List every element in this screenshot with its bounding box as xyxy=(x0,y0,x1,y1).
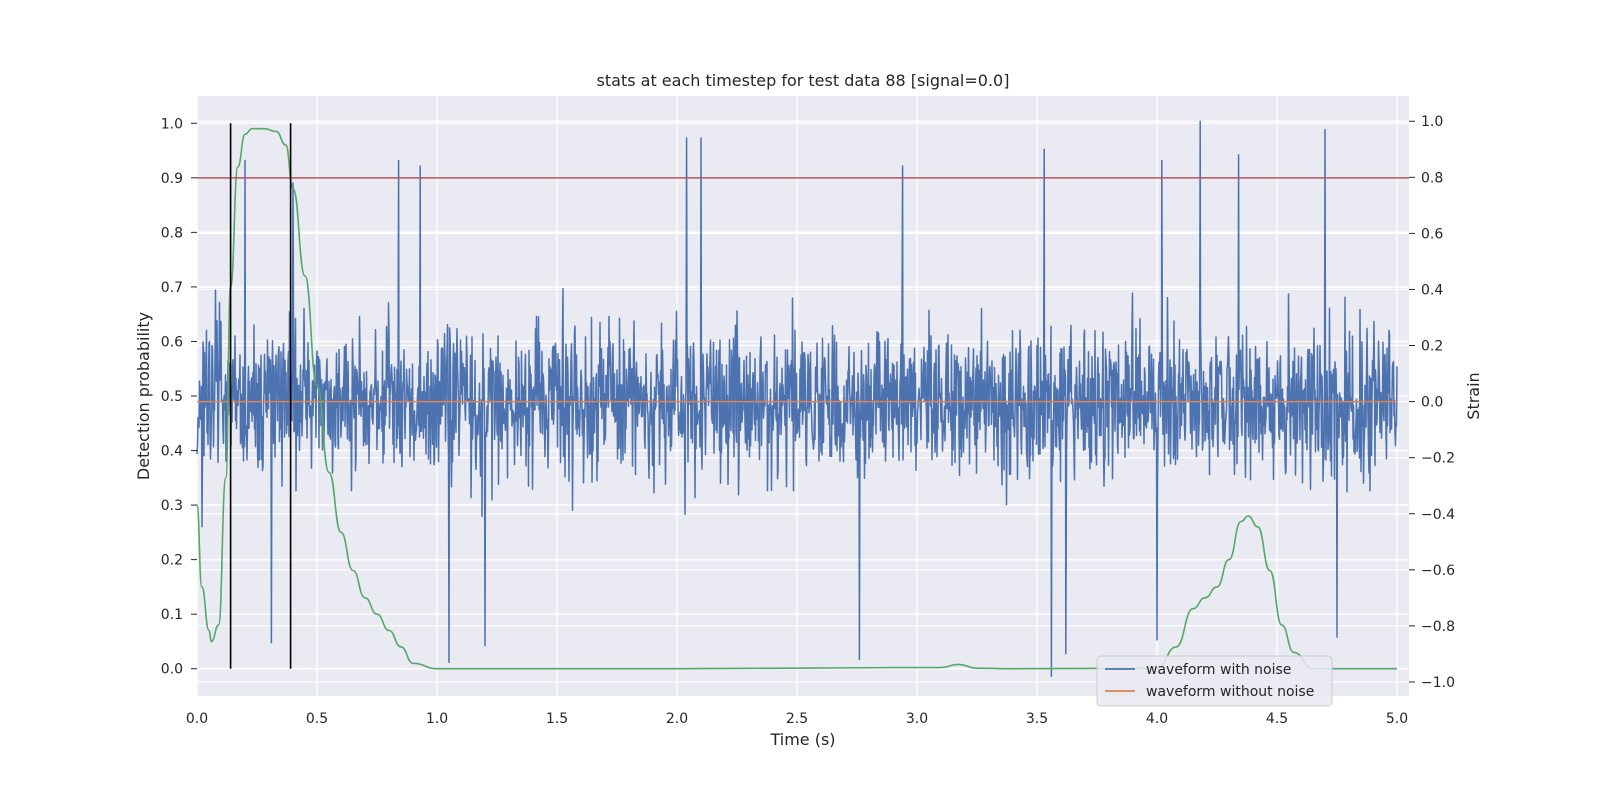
y-tick-label: 0.9 xyxy=(161,171,183,187)
x-tick-label: 2.5 xyxy=(786,711,808,727)
legend-box xyxy=(1096,655,1333,707)
chart-title: stats at each timestep for test data 88 … xyxy=(597,71,1010,90)
x-axis: 0.0 0.5 1.0 1.5 2.0 2.5 3.0 3.5 4.0 4.5 5.0 xyxy=(186,711,1408,727)
y-right-tick-label: 0.4 xyxy=(1421,282,1443,298)
series-detection-probability xyxy=(196,127,1397,670)
y-tick-label: 0.7 xyxy=(161,280,183,296)
y-tick-label: 0.6 xyxy=(161,334,183,350)
y-right-tick-label: 0.6 xyxy=(1421,226,1443,242)
x-tick-label: 3.0 xyxy=(906,711,928,727)
y-right-tick-label: 0.0 xyxy=(1421,395,1443,411)
legend-label-noise: waveform with noise xyxy=(1146,662,1291,678)
y-tick-label: 0.5 xyxy=(161,389,183,405)
x-tick-label: 3.5 xyxy=(1026,711,1048,727)
y-right-tick-label: −0.6 xyxy=(1421,563,1455,579)
x-tick-label: 2.0 xyxy=(666,711,688,727)
y-tick-label: 0.8 xyxy=(161,225,183,241)
y-tick-label: 0.4 xyxy=(161,444,183,460)
left-axis: 0.0 0.1 0.2 0.3 0.4 0.5 0.6 0.7 0.8 0.9 1.0 xyxy=(161,116,197,678)
y-tick-label: 0.1 xyxy=(161,607,183,623)
y-tick-label: 1.0 xyxy=(161,116,183,132)
x-tick-label: 1.0 xyxy=(426,711,448,727)
x-tick-label: 0.0 xyxy=(186,711,208,727)
y-right-tick-label: 1.0 xyxy=(1421,114,1443,130)
x-tick-label: 4.0 xyxy=(1146,711,1168,727)
y-axis-right-title: Strain xyxy=(1464,372,1483,419)
legend-label-clean: waveform without noise xyxy=(1146,684,1314,700)
y-right-tick-label: −0.4 xyxy=(1421,507,1455,523)
x-tick-label: 4.5 xyxy=(1266,711,1288,727)
series-waveform-with-noise xyxy=(196,120,1398,678)
x-tick-label: 1.5 xyxy=(546,711,568,727)
y-right-tick-label: −0.2 xyxy=(1421,451,1455,467)
y-right-tick-label: −0.8 xyxy=(1421,619,1455,635)
legend: waveform with noise waveform without noi… xyxy=(1096,655,1333,707)
y-tick-label: 0.0 xyxy=(161,662,183,678)
y-right-tick-label: −1.0 xyxy=(1421,675,1455,691)
x-tick-label: 0.5 xyxy=(306,711,328,727)
series-layer xyxy=(196,120,1398,678)
y-right-tick-label: 0.8 xyxy=(1421,170,1443,186)
y-axis-title: Detection probability xyxy=(134,312,153,480)
y-right-tick-label: 0.2 xyxy=(1421,339,1443,355)
y-tick-label: 0.2 xyxy=(161,553,183,569)
x-axis-title: Time (s) xyxy=(769,730,835,749)
y-tick-label: 0.3 xyxy=(161,498,183,514)
markers xyxy=(197,123,1409,669)
x-tick-label: 5.0 xyxy=(1386,711,1408,727)
right-axis: 1.0 0.8 0.6 0.4 0.2 0.0 −0.2 −0.4 −0.6 −0.8 −1.0 xyxy=(1409,114,1455,691)
